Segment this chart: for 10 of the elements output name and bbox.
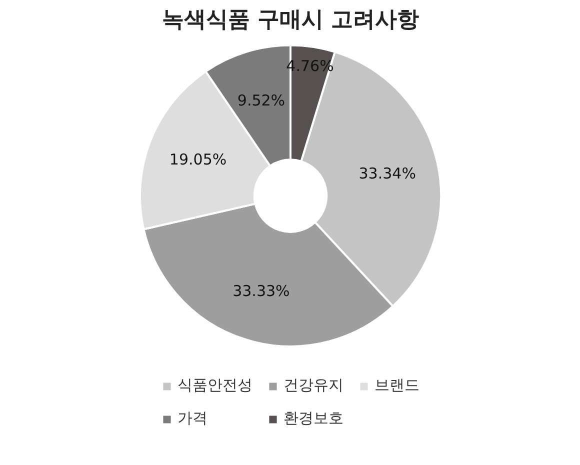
data-label: 19.05% [169, 150, 227, 168]
legend-label: 브랜드 [374, 376, 420, 395]
data-label: 9.52% [237, 92, 286, 110]
data-label: 33.33% [232, 282, 290, 300]
legend-label: 환경보호 [284, 409, 344, 428]
chart-title: 녹색식품 구매시 고려사항 [162, 8, 420, 32]
legend-label: 식품안전성 [178, 376, 252, 395]
legend-label: 건강유지 [284, 376, 344, 395]
legend-label: 가격 [178, 409, 208, 428]
data-label: 33.34% [358, 164, 416, 183]
